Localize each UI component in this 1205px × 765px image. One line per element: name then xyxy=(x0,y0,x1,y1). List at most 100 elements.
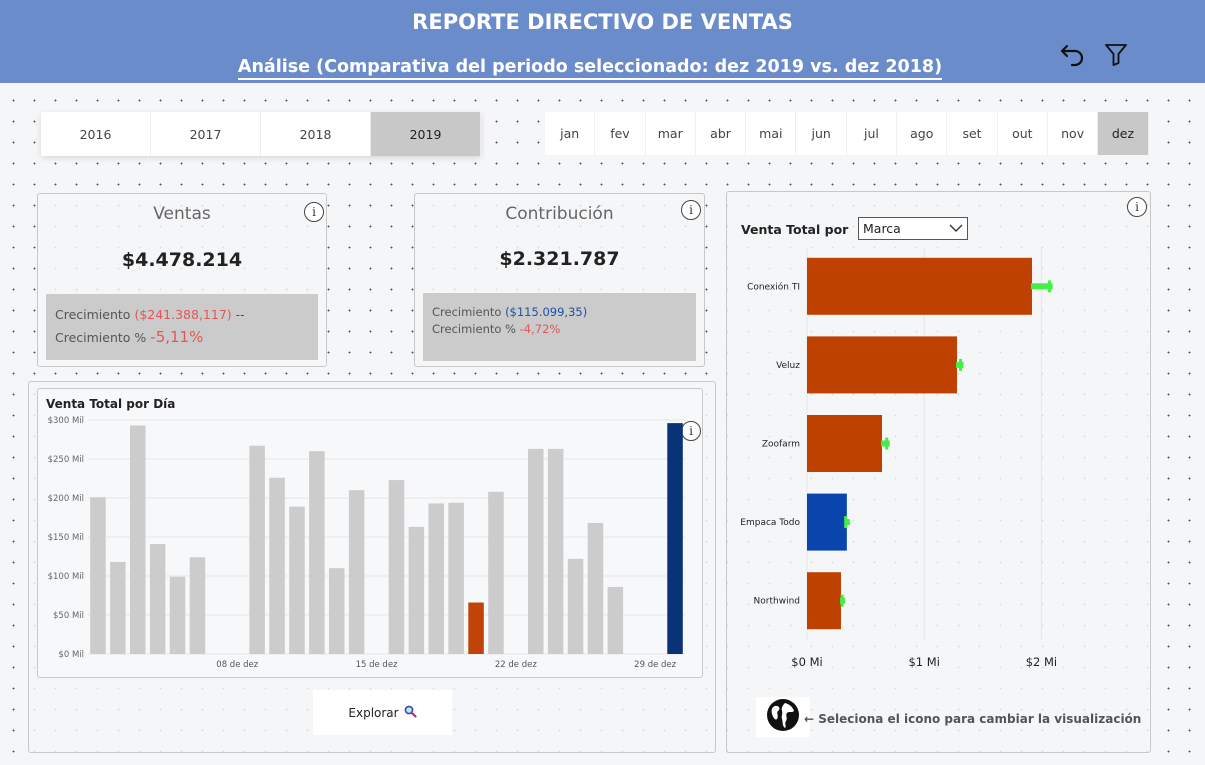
bar-day-24[interactable] xyxy=(547,448,564,654)
growth-line: Crecimiento ($241.388,117) -- xyxy=(55,307,245,322)
month-option-jan[interactable]: jan xyxy=(545,112,596,155)
year-option-2018[interactable]: 2018 xyxy=(261,112,371,156)
chart-title: Venta Total por Día xyxy=(46,397,176,411)
dimension-dropdown[interactable]: Marca xyxy=(858,217,968,240)
category-label: Empaca Todo xyxy=(740,518,800,528)
bar-day-9[interactable] xyxy=(249,445,265,654)
month-option-jun[interactable]: jun xyxy=(796,112,847,155)
report-header: REPORTE DIRECTIVO DE VENTAS Análise (Com… xyxy=(0,0,1205,83)
kpi-growth-box: Crecimiento ($241.388,117) -- Crecimient… xyxy=(46,294,318,360)
kpi-value: $4.478.214 xyxy=(121,249,243,271)
x-tick-label: 29 de dez xyxy=(634,660,676,670)
bar-day-2[interactable] xyxy=(110,561,126,654)
month-option-mar[interactable]: mar xyxy=(645,112,696,155)
month-option-dez[interactable]: dez xyxy=(1098,112,1149,155)
bar-conexi-n-ti[interactable] xyxy=(807,257,1033,315)
y-tick-label: $0 Mil xyxy=(58,650,84,660)
kpi-card-contribucion: Contribución i $2.321.787 Crecimiento ($… xyxy=(414,193,705,367)
report-subtitle[interactable]: Análise (Comparativa del periodo selecci… xyxy=(0,57,1180,80)
previous-period-marker xyxy=(844,519,850,526)
change-visual-button[interactable] xyxy=(756,697,810,737)
bar-day-16[interactable] xyxy=(388,480,405,654)
growth-pct-line: Crecimiento % -5,11% xyxy=(55,328,203,346)
year-option-2016[interactable]: 2016 xyxy=(41,112,151,156)
bar-day-20[interactable] xyxy=(468,602,484,654)
info-icon[interactable]: i xyxy=(1127,197,1147,217)
bar-day-21[interactable] xyxy=(488,491,504,654)
growth-line: Crecimiento ($115.099,35) xyxy=(432,305,587,319)
kpi-value: $2.321.787 xyxy=(499,248,620,270)
bar-veluz[interactable] xyxy=(807,336,958,394)
bar-day-12[interactable] xyxy=(309,451,325,654)
bar-day-3[interactable] xyxy=(129,425,146,654)
bar-day-13[interactable] xyxy=(328,568,345,654)
info-icon[interactable]: i xyxy=(304,202,324,222)
x-tick-label: $1 Mi xyxy=(908,655,939,669)
bar-day-1[interactable] xyxy=(90,497,106,654)
bar-day-30[interactable] xyxy=(667,423,683,654)
month-option-mai[interactable]: mai xyxy=(746,112,797,155)
y-tick-label: $50 Mil xyxy=(53,611,84,621)
bar-day-27[interactable] xyxy=(607,586,624,654)
bar-day-19[interactable] xyxy=(448,502,464,654)
month-option-set[interactable]: set xyxy=(947,112,998,155)
bar-day-23[interactable] xyxy=(527,448,544,654)
x-tick-label: $0 Mi xyxy=(791,655,822,669)
category-label: Zoofarm xyxy=(762,440,800,450)
growth-value: ($241.388,117) xyxy=(134,307,232,322)
filter-icon[interactable] xyxy=(1102,40,1132,70)
y-tick-label: $100 Mil xyxy=(48,572,84,582)
category-label: Conexión TI xyxy=(747,281,800,292)
report-subtitle-link[interactable]: Análise (Comparativa del periodo selecci… xyxy=(237,57,943,80)
info-icon[interactable]: i xyxy=(681,200,701,220)
visual-hint-text: ← Seleciona el icono para cambiar la vis… xyxy=(804,712,1142,726)
year-option-2019[interactable]: 2019 xyxy=(371,112,481,156)
year-option-2017[interactable]: 2017 xyxy=(151,112,261,156)
report-title: REPORTE DIRECTIVO DE VENTAS xyxy=(412,10,793,34)
bar-day-18[interactable] xyxy=(428,503,445,654)
brand-chart-title: Venta Total por xyxy=(741,222,849,237)
bar-day-10[interactable] xyxy=(269,477,285,654)
growth-suffix: -- xyxy=(235,307,245,322)
x-tick-label: 08 de dez xyxy=(216,660,258,670)
previous-period-tick xyxy=(885,437,889,450)
previous-period-tick xyxy=(959,358,963,371)
month-option-abr[interactable]: abr xyxy=(695,112,747,155)
explore-button[interactable]: Explorar xyxy=(313,690,452,735)
bar-day-5[interactable] xyxy=(169,576,186,654)
bar-northwind[interactable] xyxy=(807,572,841,630)
bar-day-6[interactable] xyxy=(189,557,206,654)
growth-label: Crecimiento xyxy=(55,307,131,322)
growth-pct-label: Crecimiento % xyxy=(55,330,147,345)
month-option-ago[interactable]: ago xyxy=(897,112,948,155)
growth-pct-label: Crecimiento % xyxy=(432,322,516,336)
month-option-jul[interactable]: jul xyxy=(846,112,898,155)
bar-day-17[interactable] xyxy=(408,526,425,654)
bar-day-26[interactable] xyxy=(587,522,604,654)
previous-period-tick xyxy=(844,516,848,529)
brand-bar-chart: $0 Mi $1 Mi $2 Mi Conexión TI Veluz Zoofarm Em… xyxy=(740,247,1057,669)
bar-day-14[interactable] xyxy=(348,490,365,654)
explore-label: Explorar xyxy=(348,705,399,720)
growth-value: ($115.099,35) xyxy=(505,305,588,319)
growth-pct-value: -4,72% xyxy=(519,322,561,336)
bar-day-4[interactable] xyxy=(149,544,166,654)
x-tick-label: 15 de dez xyxy=(356,660,398,670)
month-option-nov[interactable]: nov xyxy=(1047,112,1099,155)
month-slicer: jan fev mar abr mai jun jul ago set out nov dez xyxy=(545,112,1149,155)
undo-icon[interactable] xyxy=(1058,40,1088,70)
y-tick-label: $250 Mil xyxy=(48,455,84,465)
previous-period-marker xyxy=(1031,283,1053,290)
x-tick-label: $2 Mi xyxy=(1026,655,1057,669)
month-option-fev[interactable]: fev xyxy=(595,112,646,155)
bar-zoofarm[interactable] xyxy=(807,415,883,472)
y-tick-label: $150 Mil xyxy=(48,533,84,543)
x-tick-label: 22 de dez xyxy=(495,660,537,670)
bar-day-11[interactable] xyxy=(289,506,305,654)
month-option-out[interactable]: out xyxy=(997,112,1048,155)
daily-bar-chart: $0 Mil $50 Mil $100 Mil $150 Mil $200 Mil $25… xyxy=(48,416,685,670)
y-tick-label: $200 Mil xyxy=(48,494,84,504)
category-label: Veluz xyxy=(776,361,800,371)
bar-empaca-todo[interactable] xyxy=(807,493,847,551)
bar-day-25[interactable] xyxy=(567,558,584,654)
